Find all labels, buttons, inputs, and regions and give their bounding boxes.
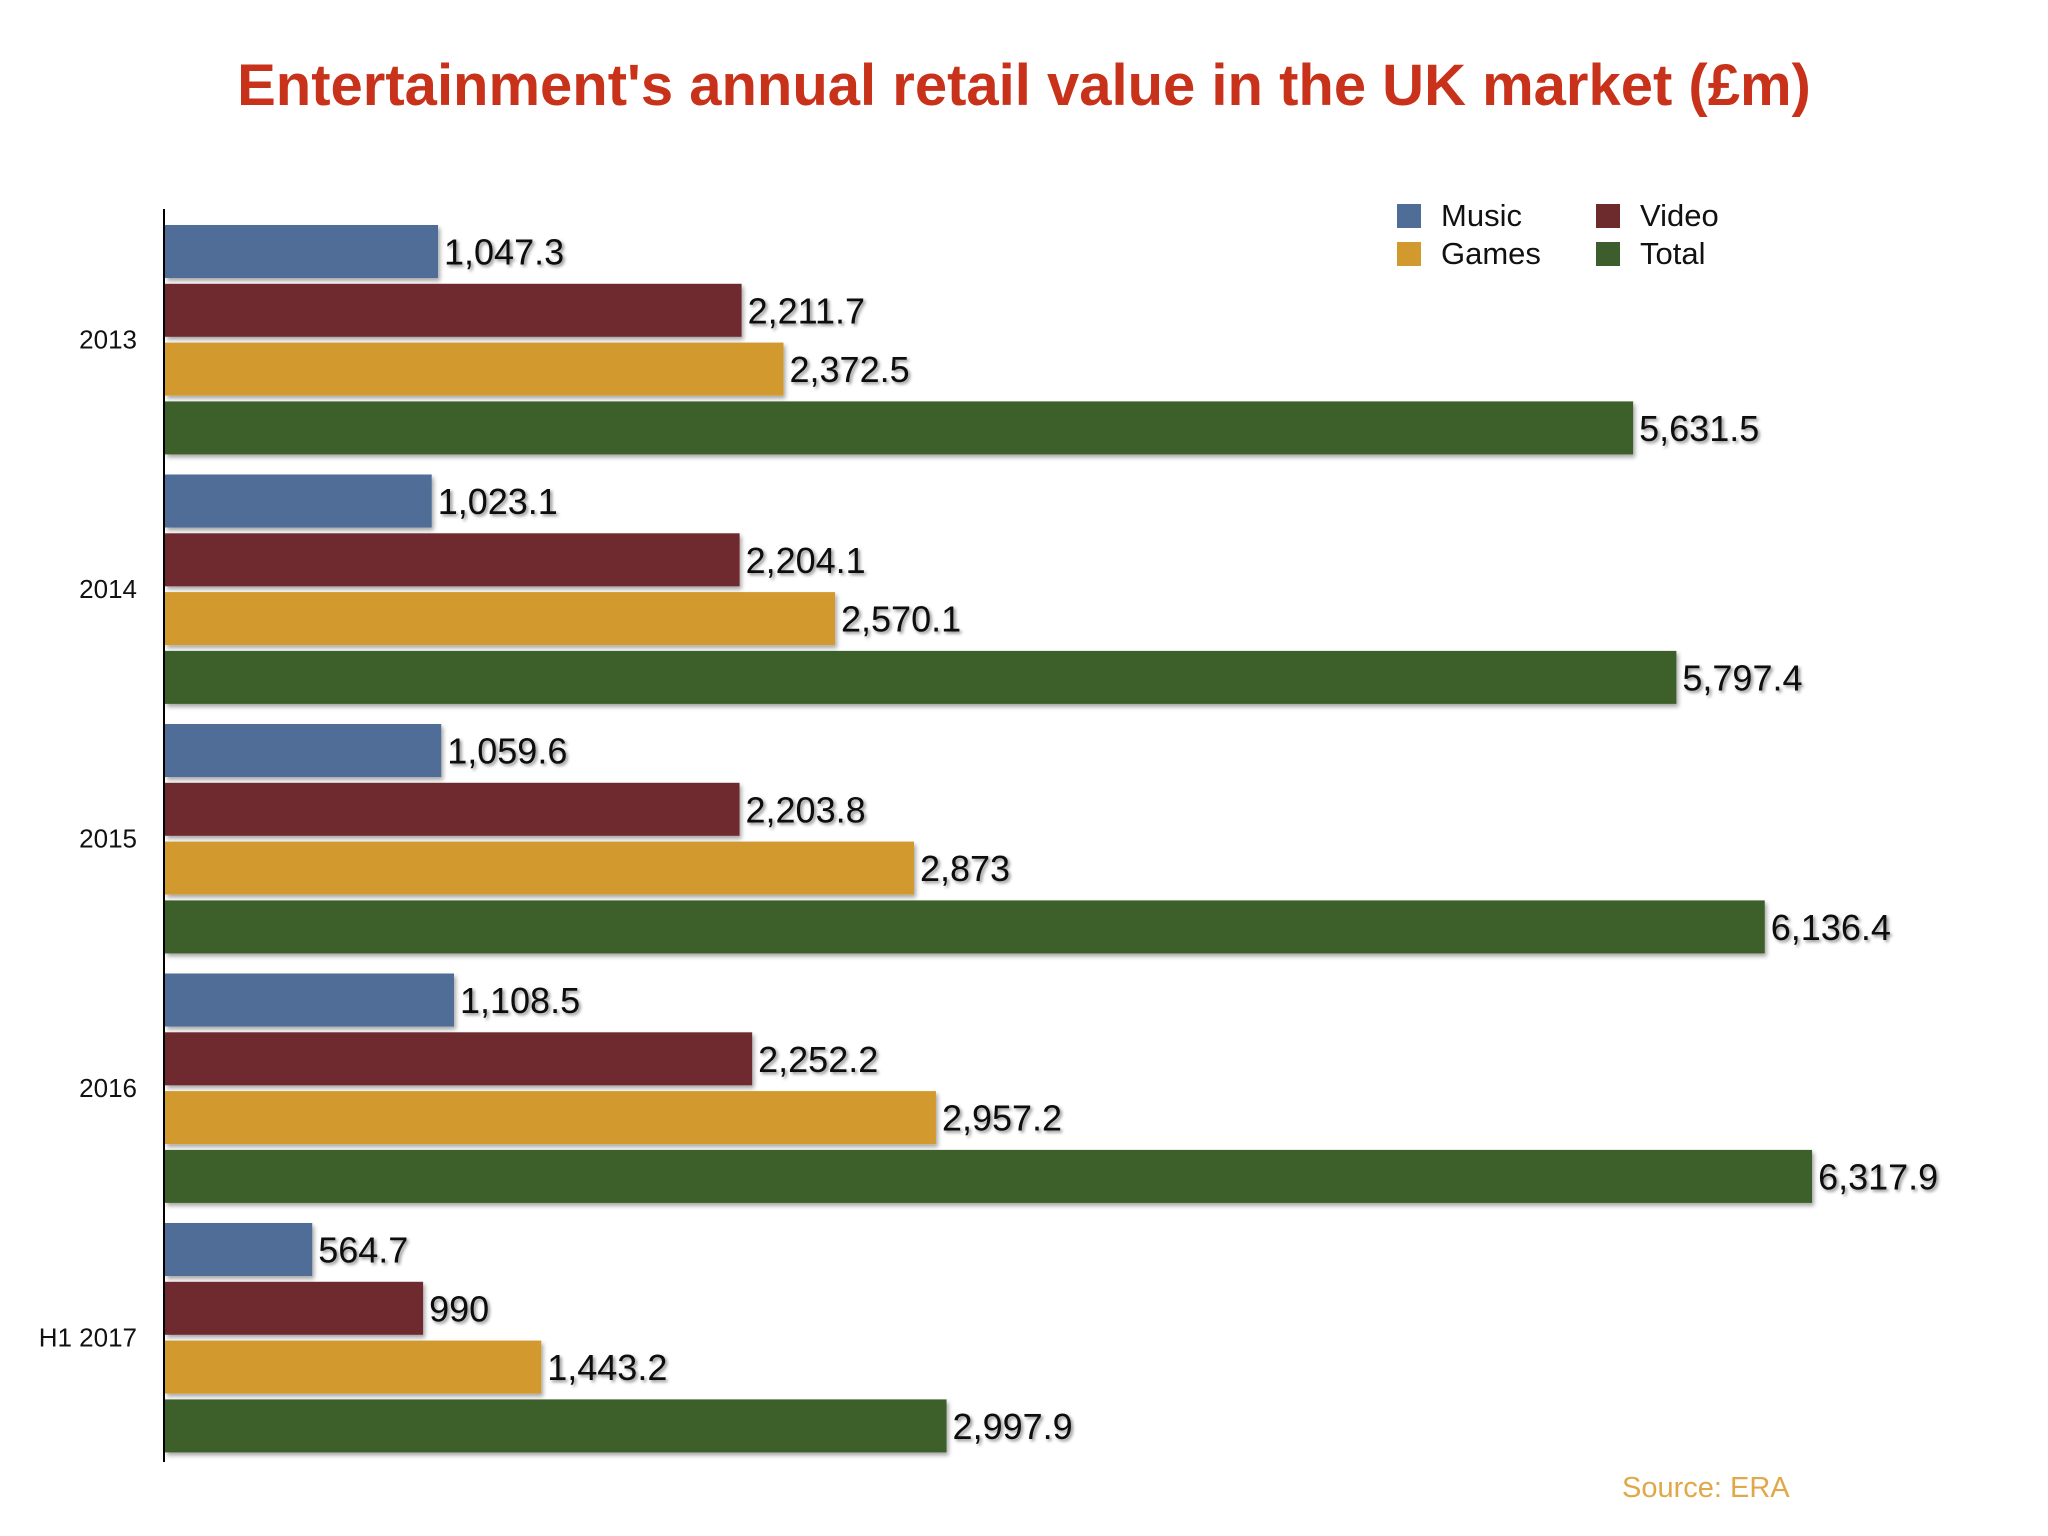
data-label: 2,252.2: [758, 1039, 878, 1080]
data-label: 2,204.1: [746, 540, 866, 581]
bar-music: [165, 225, 439, 278]
legend-label: Music: [1441, 198, 1522, 233]
data-label: 6,317.9: [1818, 1156, 1938, 1197]
data-label: 2,372.5: [790, 349, 910, 390]
data-label: 2,957.2: [942, 1098, 1062, 1139]
legend-item-video: Video: [1596, 198, 1719, 234]
bar-video: [165, 1281, 424, 1335]
data-label: 5,797.4: [1682, 657, 1802, 698]
bar-music: [165, 474, 432, 528]
bar-games: [165, 1091, 936, 1145]
legend-swatch: [1596, 204, 1620, 228]
bar-total: [165, 401, 1634, 455]
bar-video: [165, 283, 742, 337]
legend-label: Video: [1640, 198, 1719, 233]
bar-total: [165, 900, 1765, 954]
legend-item-games: Games: [1397, 236, 1541, 272]
legend-item-music: Music: [1397, 198, 1522, 234]
bar-games: [165, 592, 836, 646]
bar-total: [165, 1149, 1813, 1203]
data-label: 1,059.6: [447, 731, 567, 772]
data-label: 1,108.5: [460, 980, 580, 1021]
legend-item-total: Total: [1596, 236, 1705, 272]
legend-swatch: [1397, 204, 1421, 228]
bar-video: [165, 782, 740, 836]
bar-games: [165, 342, 784, 396]
data-label: 2,873: [920, 848, 1010, 889]
data-label: 990: [429, 1288, 489, 1329]
source-note: Source: ERA: [1622, 1472, 1790, 1504]
data-label: 1,443.2: [547, 1347, 667, 1388]
bar-music: [165, 724, 442, 777]
bar-games: [165, 841, 914, 895]
data-label: 5,631.5: [1639, 408, 1759, 449]
legend-swatch: [1596, 242, 1620, 266]
legend-label: Total: [1640, 236, 1706, 271]
bar-total: [165, 1399, 947, 1453]
category-label: 2015: [79, 824, 137, 854]
data-label: 2,570.1: [841, 599, 961, 640]
bar-music: [165, 1223, 313, 1276]
data-label: 6,136.4: [1771, 907, 1891, 948]
chart-title: Entertainment's annual retail value in t…: [237, 53, 1811, 118]
bar-total: [165, 650, 1677, 704]
data-label: 1,023.1: [438, 481, 558, 522]
bar-games: [165, 1340, 542, 1394]
bar-video: [165, 533, 740, 587]
data-label: 2,997.9: [953, 1406, 1073, 1447]
legend-swatch: [1397, 242, 1421, 266]
bar-video: [165, 1032, 753, 1086]
category-label: 2016: [79, 1073, 137, 1103]
data-label: 1,047.3: [444, 232, 564, 273]
bar-music: [165, 973, 454, 1027]
data-label: 2,203.8: [746, 789, 866, 830]
legend-label: Games: [1441, 236, 1541, 271]
category-label: 2013: [79, 325, 137, 355]
category-label: H1 2017: [39, 1323, 137, 1353]
category-label: 2014: [79, 574, 137, 604]
data-label: 564.7: [318, 1230, 408, 1271]
data-label: 2,211.7: [748, 290, 865, 331]
